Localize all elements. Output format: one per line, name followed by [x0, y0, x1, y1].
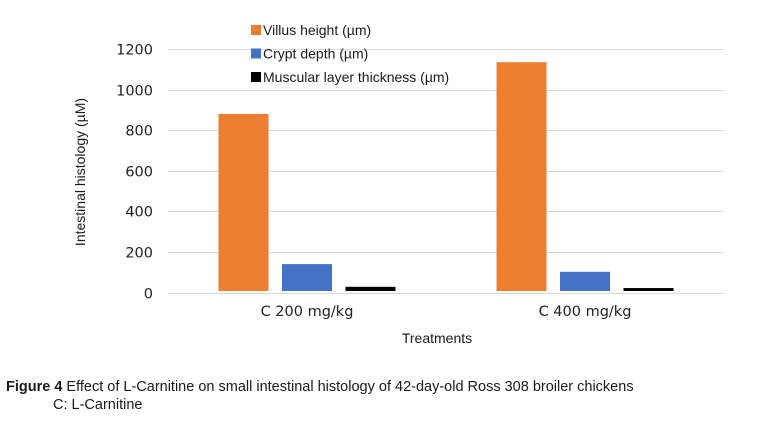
figure-caption-note: C: L-Carnitine	[53, 397, 143, 413]
legend-marker	[251, 48, 261, 59]
y-tick-label: 600	[125, 165, 153, 181]
y-tick-label: 0	[144, 287, 153, 303]
y-axis-ticks: 0 200 400 600 800 1000 1200	[116, 43, 153, 303]
legend: Villus height (µm) Crypt depth (µm) Muscul…	[251, 22, 449, 85]
y-axis-title: Intestinal histology (µM)	[72, 98, 88, 246]
bar-crypt-2	[560, 271, 610, 291]
y-tick-label: 400	[125, 205, 153, 221]
figure-caption-text: Effect of L-Carnitine on small intestina…	[62, 379, 634, 395]
bar-villus-1	[218, 113, 269, 291]
figure-caption: Figure 4 Effect of L-Carnitine on small …	[6, 378, 634, 414]
y-tick-label: 1000	[116, 84, 153, 100]
bar-villus-2	[496, 62, 547, 292]
legend-label: Crypt depth (µm)	[263, 46, 368, 62]
legend-marker	[251, 72, 261, 82]
bars	[218, 62, 674, 292]
legend-marker	[251, 25, 261, 35]
bar-muscular-1	[345, 286, 396, 291]
bar-chart: 0 200 400 600 800 1000 1200 C 200 mg/kg C 400 m…	[72, 22, 724, 346]
x-axis-categories: C 200 mg/kg C 400 mg/kg	[261, 304, 632, 320]
y-tick-label: 800	[125, 124, 153, 140]
x-category-label: C 400 mg/kg	[539, 304, 632, 320]
x-axis-title: Treatments	[402, 330, 472, 346]
legend-label: Muscular layer thickness (µm)	[263, 69, 449, 85]
y-tick-label: 200	[125, 246, 153, 262]
bar-crypt-1	[282, 264, 332, 291]
y-tick-label: 1200	[116, 43, 153, 59]
x-category-label: C 200 mg/kg	[261, 304, 354, 320]
bar-muscular-2	[623, 288, 674, 291]
legend-label: Villus height (µm)	[263, 22, 371, 38]
figure-label: Figure 4	[6, 379, 63, 395]
